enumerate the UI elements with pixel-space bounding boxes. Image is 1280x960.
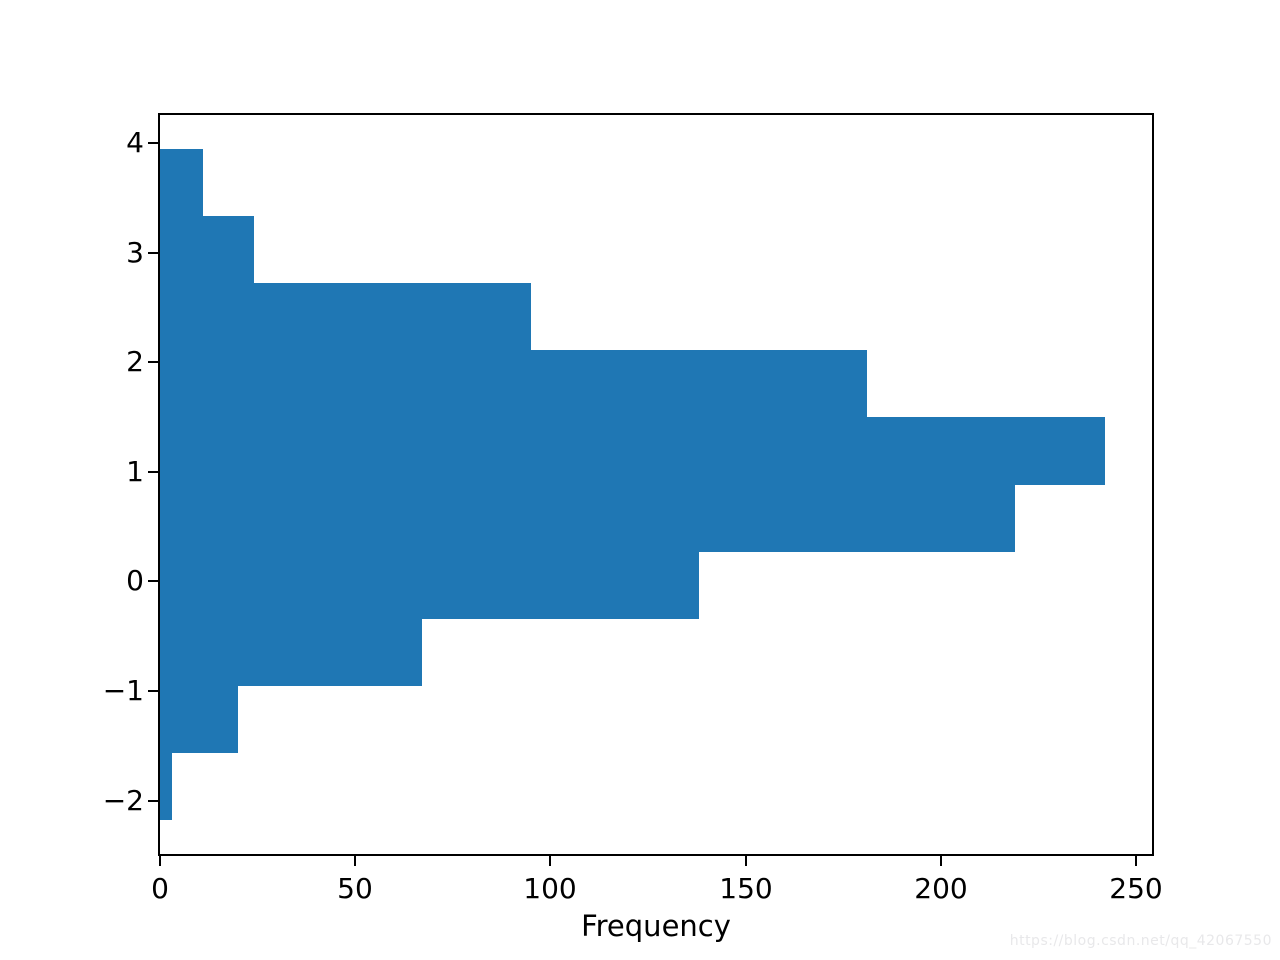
y-tick-mark <box>148 252 158 254</box>
y-tick-mark <box>148 690 158 692</box>
x-tick-mark <box>1135 856 1137 866</box>
x-tick-label: 50 <box>337 872 373 905</box>
x-tick-label: 200 <box>914 872 968 905</box>
y-tick-label: 0 <box>126 564 144 597</box>
x-tick-label: 0 <box>151 872 169 905</box>
histogram-bar-bin-6 <box>160 350 867 417</box>
y-tick-mark <box>148 800 158 802</box>
x-tick-mark <box>549 856 551 866</box>
histogram-bar-bin-0 <box>160 753 172 820</box>
histogram-bar-bin-8 <box>160 216 254 283</box>
x-tick-mark <box>159 856 161 866</box>
histogram-bar-bin-5 <box>160 417 1105 485</box>
y-tick-mark <box>148 580 158 582</box>
y-tick-mark <box>148 142 158 144</box>
y-tick-mark <box>148 361 158 363</box>
x-tick-mark <box>940 856 942 866</box>
y-tick-label: −1 <box>102 674 144 707</box>
histogram-bar-bin-1 <box>160 686 238 753</box>
histogram-bar-bin-2 <box>160 619 422 686</box>
x-tick-mark <box>354 856 356 866</box>
histogram-bar-bin-3 <box>160 552 699 619</box>
y-tick-label: 1 <box>126 455 144 488</box>
y-tick-label: 2 <box>126 345 144 378</box>
x-axis-label: Frequency <box>581 909 731 943</box>
x-tick-label: 250 <box>1109 872 1163 905</box>
histogram-bar-bin-7 <box>160 283 531 350</box>
histogram-bar-bin-9 <box>160 149 203 216</box>
watermark: https://blog.csdn.net/qq_42067550 <box>1009 933 1272 949</box>
x-tick-mark <box>745 856 747 866</box>
y-tick-label: −2 <box>102 784 144 817</box>
y-tick-label: 4 <box>126 126 144 159</box>
plot-area <box>158 113 1154 856</box>
y-tick-label: 3 <box>126 236 144 269</box>
x-tick-label: 100 <box>523 872 577 905</box>
histogram-bar-bin-4 <box>160 485 1015 552</box>
y-tick-mark <box>148 471 158 473</box>
x-tick-label: 150 <box>719 872 773 905</box>
